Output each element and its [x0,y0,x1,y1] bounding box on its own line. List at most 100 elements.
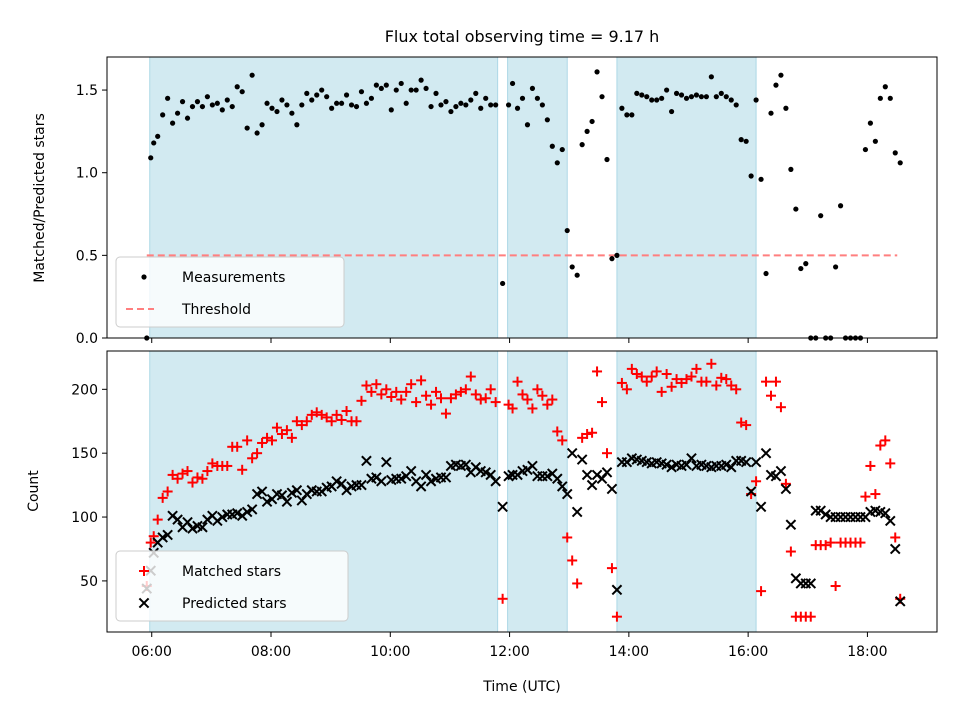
predicted-star-point [586,479,598,491]
measurement-point [529,85,536,92]
observing-window [616,56,757,339]
legend-entry: Matched stars [139,564,281,580]
measurement-point [199,103,206,110]
matched-star-point [557,435,568,446]
matched-star-point [716,372,727,383]
measurement-point [703,94,709,100]
matched-star-point [512,376,523,387]
measurement-point [574,272,580,278]
measurement-point [539,102,545,108]
measurement-point [294,122,300,128]
matched-star-point [870,489,881,500]
matched-star-point [606,563,617,574]
matched-star-point [356,395,367,406]
matched-star-point [890,532,901,543]
matched-star-point [601,448,612,459]
matched-star-point [656,386,667,397]
measurement-point [279,97,285,103]
predicted-star-point [246,504,258,515]
matched-star-point [470,389,481,400]
y-tick-label: 150 [71,446,98,462]
x-tick-label: 18:00 [847,644,887,660]
y-tick-label: 100 [71,510,98,526]
measurement-point [378,85,384,92]
measurement-point [668,108,675,115]
matched-star-point [761,376,772,387]
x-tick-label: 14:00 [609,644,649,660]
matched-star-point [391,386,402,397]
ratio-legend[interactable]: Measurements Threshold [115,256,345,328]
matched-star-point [562,532,573,543]
matched-star-point [880,435,891,446]
measurement-point [229,103,235,110]
matched-star-point [805,611,816,622]
measurement-point [304,90,310,96]
y-tick-label: 1.5 [76,83,98,99]
matched-star-point [885,458,896,469]
count-panel: 50 100 150 200 06:00 08:00 10:00 12:00 14:00 16:0… [26,350,938,695]
matched-star-point [331,409,342,420]
measurement-point [778,72,784,78]
legend-entry: Measurements [141,270,285,286]
measurement-point [718,90,724,96]
predicted-star-point [889,543,901,555]
plot-frame [106,56,938,339]
ratio-y-axis-label: Matched/Predicted stars [32,113,48,283]
predicted-star-point [162,529,173,541]
measurement-point [500,280,506,287]
predicted-star-point [571,506,583,518]
predicted-star-point [601,467,613,478]
observing-window [507,350,568,633]
measurement-point [713,94,719,100]
predicted-star-point [725,461,737,473]
predicted-star-point [780,483,792,495]
measurement-point [773,82,779,88]
matched-star-point [756,586,767,597]
measurement-point [413,87,419,93]
predicted-star-point [785,519,797,531]
measurement-point [319,87,325,93]
matched-star-point [480,393,491,404]
legend-label: Predicted stars [182,596,287,612]
predicted-star-point [276,490,288,501]
matched-star-point [701,376,712,387]
matched-star-point [401,386,412,397]
measurement-point [234,84,240,90]
matched-star-point [641,376,652,387]
measurement-point [353,103,360,110]
measurement-point [423,85,429,92]
count-legend[interactable]: Matched stars Predicted stars [115,550,349,622]
y-tick-label: 0.5 [76,248,98,264]
matched-star-point [271,422,282,433]
matched-star-point [751,476,762,487]
legend-entry: Threshold [126,302,251,318]
matched-star-point [547,394,558,405]
matched-star-point [252,448,263,459]
measurement-point [155,133,161,139]
measurement-point [254,130,260,136]
measurement-point [897,160,903,166]
matched-star-point [537,390,548,401]
count-axes: 50 100 150 200 06:00 08:00 10:00 12:00 14:00 16:0… [71,350,938,660]
measurement-point [358,89,365,95]
measurement-point [594,69,600,75]
matched-star-point [440,408,451,419]
matched-star-point [741,420,752,431]
predicted-star-point [556,481,568,492]
matched-star-point [460,384,471,395]
measurement-point [693,92,700,98]
matched-star-point [371,379,382,390]
predicted-star-point [755,501,767,513]
measurement-point [673,90,680,96]
measurement-point [783,105,789,111]
measurement-point [738,137,744,143]
matched-star-point [830,581,841,592]
measurement-point [534,95,541,101]
matched-star-point [301,416,312,427]
legend-swatch [141,274,147,280]
measurement-point [433,90,439,96]
matched-star-point [731,384,742,395]
measurement-point [614,252,620,258]
matched-star-point [626,363,637,374]
